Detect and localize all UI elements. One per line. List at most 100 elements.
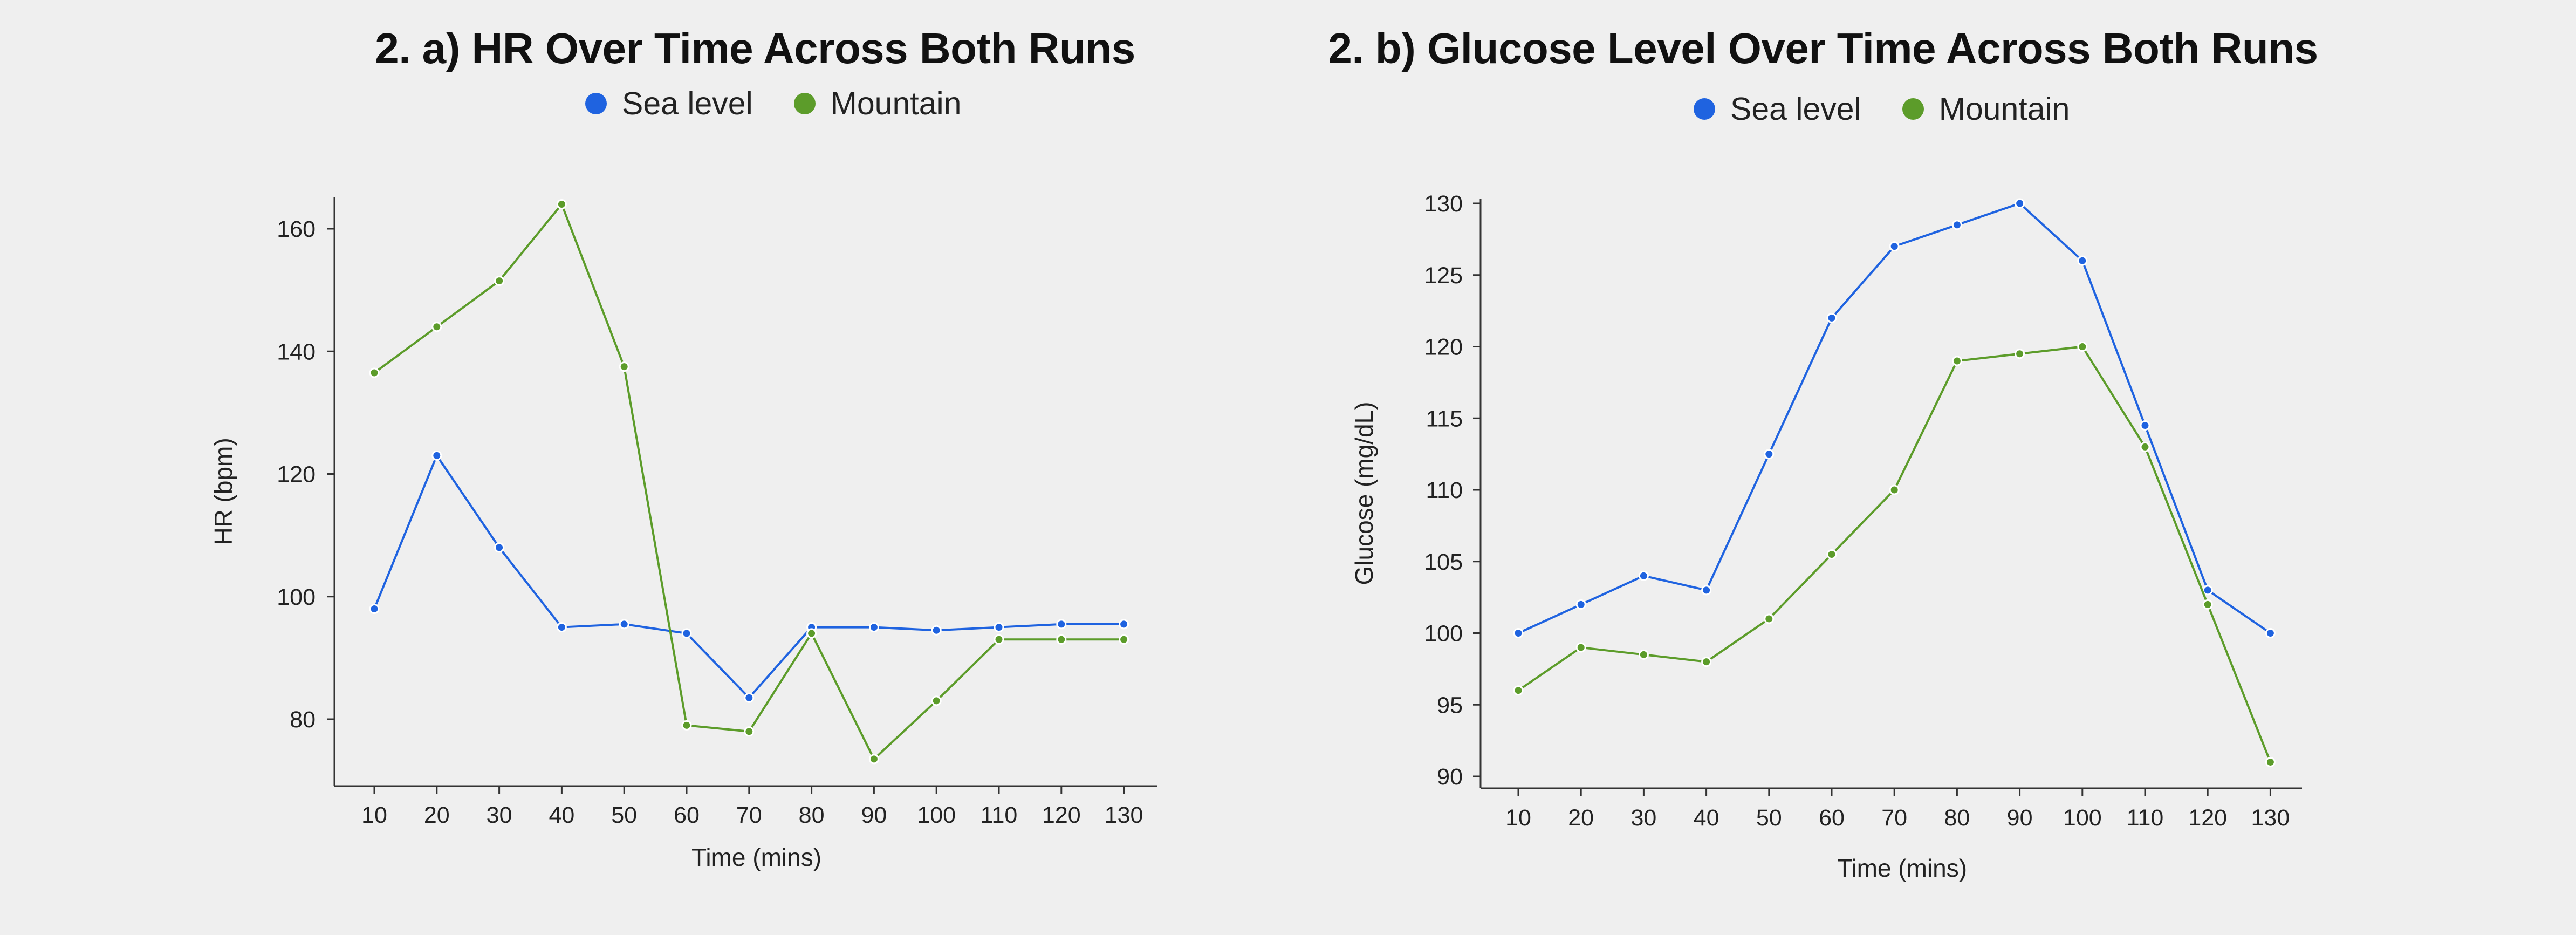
chart-a-plot: 80 100 120 140 160 10 20 30 40 50 60 70 80 90 100 110 12…: [209, 197, 1157, 871]
chart-a-point-sea-level: [1119, 619, 1129, 630]
chart-a-series-line-sea-level: [373, 454, 1124, 699]
chart-b-point-sea-level: [2140, 420, 2150, 431]
chart-a-point-sea-level: [1056, 619, 1067, 630]
chart-b-x-tick-label: 120: [2188, 805, 2227, 831]
chart-b-point-mountain: [1575, 642, 1586, 653]
chart-a-y-tick-label: 120: [277, 462, 316, 488]
chart-a-x-tick-label: 30: [487, 802, 512, 828]
chart-b-point-mountain: [1701, 657, 1712, 667]
chart-a-x-tick-label: 40: [549, 802, 574, 828]
chart-a-title: 2. a) HR Over Time Across Both Runs: [375, 24, 1135, 72]
chart-b-point-sea-level: [2202, 585, 2213, 596]
chart-a-point-mountain: [994, 634, 1004, 645]
chart-b-y-tick-label: 105: [1424, 549, 1463, 575]
chart-b-point-sea-level: [2077, 255, 2088, 266]
chart-b-point-mountain: [2202, 599, 2213, 610]
chart-b-y-tick-label: 115: [1426, 406, 1463, 432]
chart-b-point-sea-level: [1701, 585, 1712, 596]
chart-a-point-mountain: [1056, 634, 1067, 645]
chart-b-point-sea-level: [2015, 198, 2025, 209]
legend-label-sea-level: Sea level: [1730, 91, 1861, 127]
chart-b-title: 2. b) Glucose Level Over Time Across Bot…: [1328, 24, 2318, 72]
chart-a-point-mountain: [931, 695, 942, 706]
legend-item-mountain: Mountain: [793, 85, 962, 122]
chart-a-point-mountain: [556, 199, 567, 210]
legend-label-mountain: Mountain: [1938, 91, 2070, 127]
chart-b-y-tick-label: 130: [1424, 191, 1463, 217]
legend-item-mountain: Mountain: [1902, 91, 2070, 127]
chart-b-y-tick-label: 120: [1424, 335, 1463, 360]
chart-b-x-tick-label: 30: [1630, 805, 1656, 831]
chart-b-y-tick-label: 125: [1424, 263, 1463, 289]
chart-b-x-tick-label: 100: [2063, 805, 2102, 831]
chart-a-y-axis-label: HR (bpm): [209, 438, 237, 545]
chart-a-point-sea-level: [619, 619, 629, 630]
chart-a-x-axis-label: Time (mins): [691, 843, 821, 871]
chart-b-y-tick-label: 90: [1437, 764, 1463, 790]
chart-a-point-sea-level: [369, 603, 380, 614]
chart-b-y-tick-label: 110: [1426, 477, 1463, 503]
chart-a-x-tick-label: 80: [799, 802, 825, 828]
chart-a-x-tick-label: 50: [611, 802, 637, 828]
chart-b-point-sea-level: [2265, 628, 2276, 638]
chart-a-point-mountain: [619, 361, 629, 372]
chart-b-point-mountain: [2077, 342, 2088, 352]
mountain-swatch-icon: [793, 93, 816, 114]
chart-a-point-sea-level: [994, 622, 1004, 633]
chart-a-point-sea-level: [744, 692, 755, 703]
chart-a-x-tick-label: 90: [861, 802, 887, 828]
legend-item-sea-level: Sea level: [1694, 91, 1861, 127]
chart-b-series-line-sea-level: [1518, 202, 2271, 634]
chart-a-point-mountain: [494, 276, 505, 286]
chart-a-point-mountain: [868, 754, 879, 765]
chart-b-point-mountain: [1638, 649, 1649, 660]
chart-a-y-tick-label: 100: [277, 584, 316, 610]
chart-b-legend: Sea level Mountain: [1694, 91, 2102, 127]
sea-level-swatch-icon: [585, 93, 607, 114]
legend-label-sea-level: Sea level: [622, 86, 753, 121]
chart-b-point-mountain: [1513, 685, 1524, 696]
chart-b-y-axis-label: Glucose (mg/dL): [1350, 401, 1378, 585]
chart-b-x-tick-label: 60: [1819, 805, 1845, 831]
chart-a-legend: Sea level Mountain: [585, 85, 994, 122]
chart-b-x-tick-label: 10: [1505, 805, 1531, 831]
chart-b-point-mountain: [2015, 349, 2025, 359]
chart-a-point-sea-level: [931, 625, 942, 636]
chart-b-x-tick-label: 110: [2127, 805, 2164, 831]
chart-a-x-tick-label: 60: [674, 802, 700, 828]
chart-a-x-tick-label: 70: [736, 802, 762, 828]
chart-a-x-tick-label: 130: [1105, 802, 1143, 828]
chart-b-point-sea-level: [1575, 599, 1586, 610]
chart-a-x-tick-label: 10: [361, 802, 387, 828]
chart-b-point-mountain: [1826, 549, 1837, 559]
chart-a-x-tick-label: 110: [981, 802, 1018, 828]
chart-a-point-mountain: [681, 720, 692, 731]
chart-b-point-sea-level: [1638, 570, 1649, 581]
legend-label-mountain: Mountain: [830, 86, 962, 121]
chart-a-x-tick-label: 120: [1042, 802, 1081, 828]
chart-b-point-mountain: [1764, 613, 1775, 624]
chart-b-x-axis-label: Time (mins): [1837, 854, 1967, 882]
chart-b-point-mountain: [2140, 441, 2150, 452]
chart-b-point-sea-level: [1764, 449, 1775, 460]
chart-b-x-tick-label: 130: [2251, 805, 2290, 831]
chart-a-point-mountain: [431, 322, 442, 332]
chart-b-x-tick-label: 20: [1568, 805, 1594, 831]
chart-b-x-tick-label: 70: [1881, 805, 1907, 831]
chart-b-x-tick-label: 90: [2007, 805, 2033, 831]
chart-b-point-mountain: [2265, 756, 2276, 767]
chart-a-point-sea-level: [431, 450, 442, 461]
chart-a-point-sea-level: [868, 622, 879, 633]
chart-b-y-tick-label: 95: [1437, 692, 1463, 718]
chart-a-y-tick-label: 80: [290, 707, 316, 733]
chart-b-point-sea-level: [1889, 241, 1900, 252]
chart-b-x-tick-label: 50: [1756, 805, 1782, 831]
chart-a-point-mountain: [744, 726, 755, 737]
chart-b-plot: 90 95 100 105 110 115 120 125 130 10 20 30 40 50 60 70 8…: [1350, 191, 2302, 882]
chart-b-series-line-mountain: [1517, 345, 2272, 763]
chart-a-y-tick-label: 140: [277, 339, 316, 365]
chart-a-x-tick-label: 20: [424, 802, 450, 828]
chart-b-point-sea-level: [1826, 312, 1837, 323]
chart-a-point-mountain: [1119, 634, 1129, 645]
